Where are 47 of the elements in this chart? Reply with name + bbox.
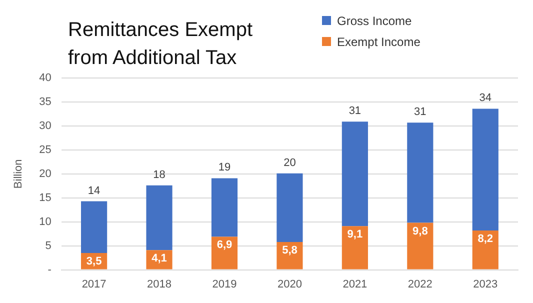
total-label: 14 <box>88 184 100 197</box>
data-label: 4,1 <box>152 252 167 265</box>
total-label: 31 <box>348 105 362 118</box>
x-tick-label: 2022 <box>408 278 432 290</box>
x-tick-label: 2019 <box>212 278 237 290</box>
bar <box>211 236 238 270</box>
data-label: 3,5 <box>86 256 102 268</box>
bar <box>211 178 238 237</box>
y-tick-label: 30 <box>39 120 52 132</box>
data-label: 9,1 <box>347 228 363 241</box>
legend-label: Gross Income <box>337 14 412 28</box>
y-tick-label: 25 <box>39 144 52 156</box>
bar <box>81 201 108 254</box>
x-tick-label: 2017 <box>82 278 106 290</box>
y-tick-label: 5 <box>45 240 52 252</box>
total-label: 19 <box>218 162 231 174</box>
bar <box>407 122 434 223</box>
data-label: 9,8 <box>412 225 428 238</box>
bar <box>472 108 498 230</box>
total-label: 31 <box>414 106 426 118</box>
y-tick-label: 15 <box>39 192 52 204</box>
total-label: 18 <box>153 168 166 181</box>
bar <box>342 226 368 270</box>
y-tick-label: 20 <box>39 168 52 180</box>
x-tick-label: 2018 <box>147 278 172 290</box>
bar <box>276 173 303 242</box>
bar <box>342 122 368 226</box>
x-tick-label: 2020 <box>277 278 302 290</box>
data-label: 8,2 <box>478 233 494 246</box>
bar <box>407 222 434 270</box>
total-label: 20 <box>284 156 296 169</box>
y-tick-label: 35 <box>39 96 52 108</box>
chart-title: Remittances Exempt from Additional Tax <box>68 18 254 71</box>
data-label: 5,8 <box>282 244 298 257</box>
y-tick-label: 40 <box>39 72 52 84</box>
x-tick-label: 2021 <box>342 278 368 290</box>
data-label: 6,9 <box>216 239 232 252</box>
legend-label: Exempt Income <box>337 34 420 48</box>
y-tick-label: 10 <box>39 216 52 228</box>
bar <box>472 230 498 270</box>
bar <box>146 250 172 270</box>
x-tick-label: 2023 <box>473 278 498 290</box>
y-axis-title: Billion <box>12 159 25 189</box>
total-label: 34 <box>479 92 492 104</box>
bar <box>276 242 303 270</box>
bar <box>146 185 172 250</box>
y-tick-label: - <box>48 264 52 276</box>
